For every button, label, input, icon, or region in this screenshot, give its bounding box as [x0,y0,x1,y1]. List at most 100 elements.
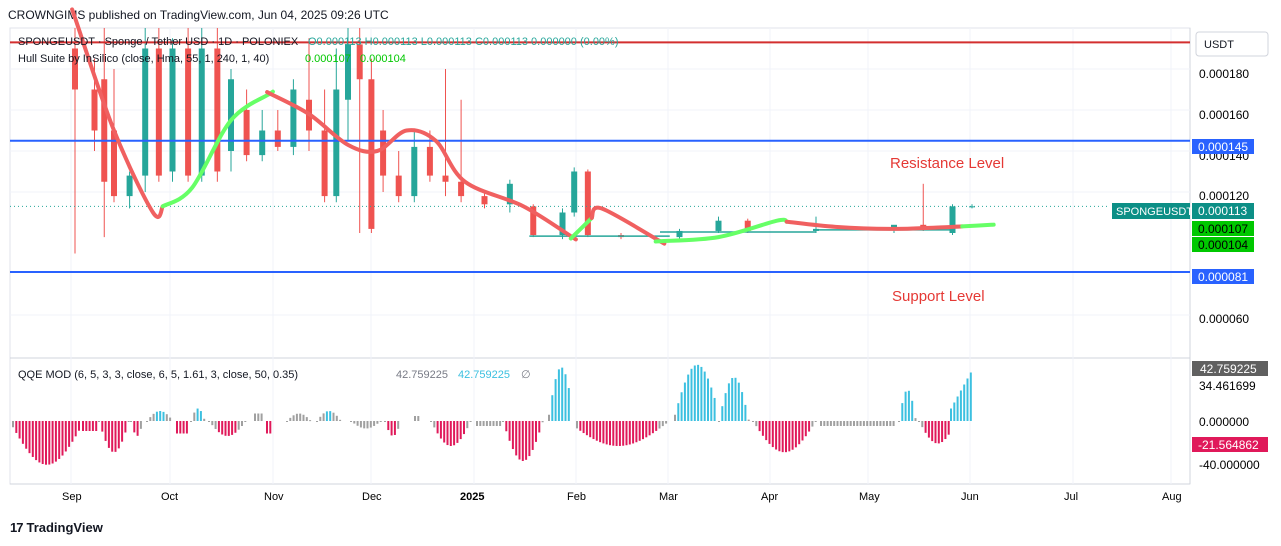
qqe-bar [58,421,61,459]
qqe-bar [376,421,379,424]
qqe-bar [944,421,947,440]
qqe-bar [595,421,598,441]
qqe-bar [117,421,120,449]
qqe-bar [511,421,514,450]
candle-body [214,48,221,172]
qqe-bar [515,421,518,456]
osc-tick: 0.000000 [1199,415,1249,429]
qqe-bar [469,421,472,422]
qqe-bar [846,421,849,426]
support-badge [1192,269,1254,284]
qqe-bar [91,421,94,431]
qqe-bar [889,421,892,426]
qqe-bar [535,421,537,442]
symbol-line: SPONGEUSDT · Sponge / Tether USD · 1D · … [18,36,299,48]
candle-body [91,89,98,131]
candle-body [345,44,351,100]
qqe-bar [700,366,703,421]
candle-body [891,224,897,229]
qqe-bar [292,415,295,421]
qqe-neg-badge-text: -21.564862 [1198,438,1259,452]
qqe-bar [966,378,969,421]
qqe-bar [107,421,110,448]
qqe-bar [286,421,288,422]
qqe-bar [149,417,152,421]
qqe-bar [609,421,611,446]
qqe-bar [85,421,88,431]
qqe-bar [182,421,185,434]
qqe-bar [48,421,51,465]
qqe-bar [31,421,34,457]
candle-body [571,171,578,213]
qqe-bar [443,421,446,443]
qqe-bar [397,421,400,429]
qqe-bar [203,418,206,421]
qqe-bar [869,421,872,426]
qqe-bar [199,411,202,421]
qqe-bar [898,421,900,422]
qqe-bar [459,421,462,440]
qqe-bar [190,421,192,422]
qqe-bar [64,421,67,452]
symbol-badge [1112,203,1190,219]
qqe-bar [747,419,750,421]
time-tick: Jun [961,491,979,503]
qqe-bar [482,421,485,426]
time-tick: May [859,491,880,503]
ohlc-values: O0.000113 H0.000113 L0.000113 C0.000113 … [308,36,619,48]
qqe-bar [859,421,862,426]
qqe-bar [257,413,260,421]
qqe-bar [744,404,747,421]
candle-body [185,48,192,176]
qqe-bar [707,378,709,421]
qqe-neg-badge [1192,437,1268,452]
qqe-bar [785,421,787,453]
qqe-bar [721,406,724,421]
time-tick: Mar [659,491,678,503]
qqe-bar [430,421,432,422]
qqe-bar [798,421,801,445]
qqe-bar [446,421,449,446]
qqe-bar [466,421,469,429]
qqe-bar [453,421,456,446]
qqe-bar [731,378,734,421]
qqe-bar [111,421,114,452]
qqe-bar [179,421,182,434]
candle-body [676,230,683,238]
qqe-bar [853,421,855,426]
hull-segment [653,217,789,244]
qqe-bar [28,421,31,454]
qqe-bar [677,403,680,421]
qqe-bar [15,421,18,433]
qqe-bar [589,421,592,438]
osc-tick: 34.461699 [1199,379,1256,393]
qqe-bar [642,421,644,440]
candle-body [426,146,433,176]
qqe-bar [193,412,196,421]
qqe-bar [582,421,585,434]
qqe-bar [934,421,937,444]
currency-button[interactable] [1195,31,1269,57]
qqe-bar [658,421,661,429]
candle-body [744,220,751,231]
qqe-bar [196,408,199,421]
qqe-bar [665,421,668,424]
qqe-bar [892,421,895,426]
qqe-bar [907,390,910,421]
candle-body [321,130,328,197]
hull-segments [70,7,996,246]
support-badge-text: 0.000081 [1198,270,1248,284]
qqe-bar [162,411,165,421]
qqe-bar [319,416,322,421]
qqe-bar [615,421,618,446]
qqe-bar [937,421,940,444]
candle-body [584,171,591,236]
hull-badge-1 [1192,221,1254,236]
qqe-bar [931,421,934,442]
qqe-bar [152,413,155,421]
time-tick: Sep [62,491,82,503]
time-tick: 2025 [460,491,484,503]
qqe-bar [528,421,531,457]
qqe-bar [104,421,107,441]
